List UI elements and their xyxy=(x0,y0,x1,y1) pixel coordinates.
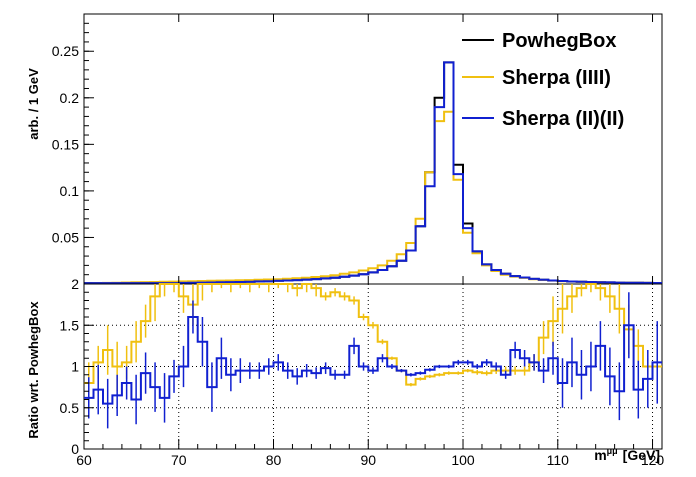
ratio-x-tick-label: 120 xyxy=(641,452,665,468)
main-panel: 0.05 0.1 0.15 0.2 0.25 PowhegBox Sherpa (IIII)… xyxy=(52,13,663,285)
x-axis-label-sup: μμ xyxy=(607,446,618,456)
ratio-y-tick-label: 2 xyxy=(71,276,79,292)
main-series-line-1 xyxy=(84,110,662,285)
ratio-x-tick-label: 100 xyxy=(451,452,475,468)
ratio-series-line-0 xyxy=(84,283,662,386)
main-y-tick-label: 0.05 xyxy=(52,229,79,245)
x-axis-label-unit: [GeV] xyxy=(623,447,660,463)
main-y-axis-label: arb. / 1 GeV xyxy=(26,68,41,140)
ratio-panel: 0 0.5 1 1.5 2 60 70 80 90 100 110 120 xyxy=(60,276,665,468)
ratio-y-tick-label: 1 xyxy=(71,359,79,375)
ratio-y-axis-label: Ratio wrt. PowhegBox xyxy=(26,301,41,439)
ratio-x-tick-label: 60 xyxy=(76,452,92,468)
ratio-y-tick-label: 0 xyxy=(71,441,79,457)
ratio-x-tick-label: 90 xyxy=(360,452,376,468)
ratio-y-tick-label: 0.5 xyxy=(60,400,80,416)
main-series-line-0 xyxy=(84,61,662,285)
ratio-x-tick-label: 110 xyxy=(547,452,570,468)
ratio-x-tick-label: 70 xyxy=(171,452,187,468)
legend-entry-0: PowhegBox xyxy=(502,30,616,52)
ratio-x-tick-label: 80 xyxy=(266,452,282,468)
main-plot-frame xyxy=(83,13,663,285)
ratio-y-tick-label: 1.5 xyxy=(60,317,80,333)
main-y-tick-label: 0.25 xyxy=(52,43,79,59)
main-y-tick-label: 0.1 xyxy=(60,183,80,199)
main-y-tick-label: 0.15 xyxy=(52,136,79,152)
main-y-tick-label: 0.2 xyxy=(60,90,80,106)
x-axis-label: mμμ [GeV] xyxy=(594,446,660,463)
x-axis-label-main: m xyxy=(594,447,606,463)
main-series-line-2 xyxy=(84,61,662,285)
legend-entry-1: Sherpa (IIII) xyxy=(502,67,611,89)
ratio-series-line-1 xyxy=(84,316,662,405)
legend-entry-2: Sherpa (II)(II) xyxy=(502,108,624,130)
